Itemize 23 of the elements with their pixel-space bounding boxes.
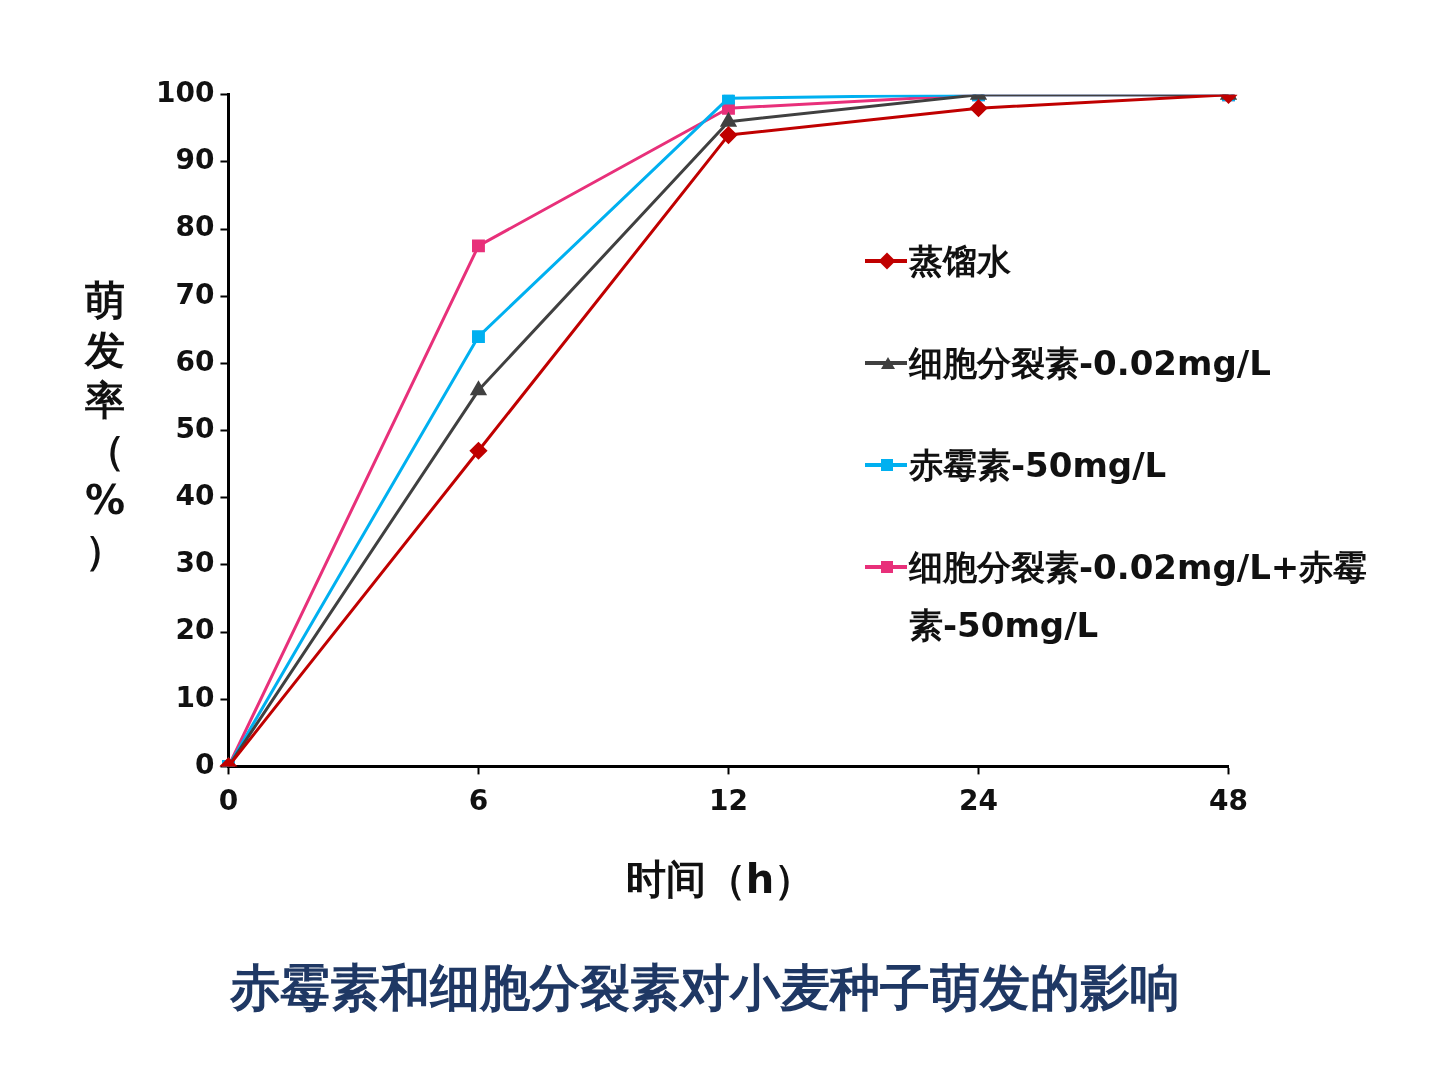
x-axis-title: 时间（h）: [624, 855, 816, 904]
legend-label: 蒸馏水: [909, 240, 1011, 283]
y-tick-label: 10: [175, 680, 215, 714]
legend-label: 细胞分裂素-0.02mg/L: [909, 342, 1271, 385]
y-tick-label: 30: [175, 546, 215, 580]
y-tick-label: 70: [175, 277, 215, 311]
legend-label: 细胞分裂素-0.02mg/L+赤霉素-50mg/L: [909, 546, 1369, 647]
text: 赤霉素和细胞分裂素对小麦种子萌发的影响: [229, 958, 1181, 1019]
x-tick-label: 48: [1209, 784, 1248, 818]
y-axis-title: 萌发率（%）: [83, 276, 127, 575]
x-tick-label: 12: [709, 784, 748, 818]
y-tick-label: 60: [175, 344, 215, 378]
y-tick-label: 80: [175, 210, 215, 244]
x-tick-label: 24: [959, 784, 998, 818]
y-tick-label: 20: [175, 613, 215, 647]
x-tick-label: 0: [218, 784, 239, 818]
y-tick-label: 0: [194, 747, 215, 781]
y-tick-label: 40: [175, 479, 215, 513]
y-tick-label: 90: [175, 143, 215, 177]
y-tick-label: 100: [155, 76, 215, 110]
legend-label: 赤霉素-50mg/L: [909, 444, 1167, 487]
y-tick-label: 50: [175, 411, 215, 445]
x-tick-label: 6: [468, 784, 489, 818]
